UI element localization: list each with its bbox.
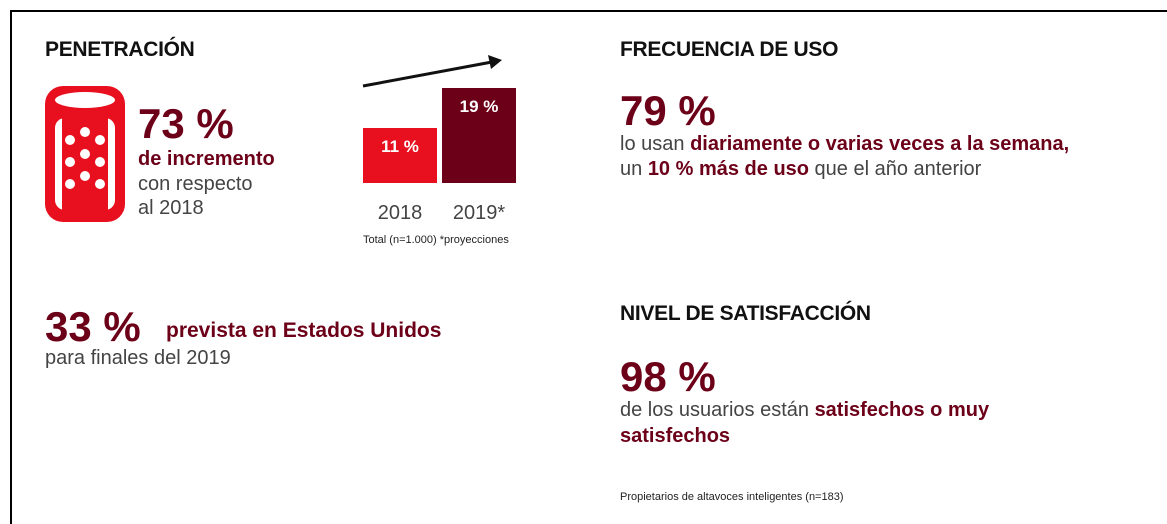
text-line: de los usuarios están satisfechos o muy — [620, 400, 989, 420]
big-value: 73 % — [138, 100, 234, 147]
section-title: NIVEL DE SATISFACCIÓN — [620, 302, 871, 325]
bar-value-label: 19 % — [460, 97, 499, 116]
text-line: lo usan diariamente o varias veces a la … — [620, 134, 1069, 154]
section-title: FRECUENCIA DE USO — [620, 38, 839, 61]
text: de los usuarios están — [620, 399, 815, 421]
text-line: de incremento — [138, 148, 275, 170]
text-bold: diariamente o varias veces a la semana, — [690, 133, 1070, 155]
footnote: Propietarios de altavoces inteligentes (… — [620, 491, 844, 503]
section-title: PENETRACIÓN — [45, 38, 195, 61]
text: un — [620, 158, 648, 180]
bar — [363, 128, 437, 183]
text-bold: satisfechos o muy — [814, 399, 990, 421]
text-line: para finales del 2019 — [45, 347, 231, 369]
bar — [442, 88, 516, 183]
text-line: satisfechos — [620, 425, 731, 447]
speaker-icon — [45, 86, 125, 222]
text-line: al 2018 — [138, 197, 204, 219]
x-tick-label: 2019* — [453, 202, 505, 224]
text-line: con respecto — [138, 173, 253, 195]
text-line: prevista en Estados Unidos — [166, 319, 442, 342]
bar-value-label: 11 % — [381, 137, 419, 156]
x-tick-label: 2018 — [378, 202, 423, 224]
big-value: 33 % — [45, 303, 141, 350]
text: que el año anterior — [809, 158, 982, 180]
chart-note: Total (n=1.000) *proyecciones — [363, 234, 509, 246]
big-value: 98 % — [620, 353, 716, 400]
text: lo usan — [620, 133, 691, 155]
big-value: 79 % — [620, 87, 716, 134]
trend-arrow — [362, 55, 502, 88]
text-line: un 10 % más de uso que el año anterior — [620, 159, 981, 179]
text-bold: 10 % más de uso — [647, 158, 809, 180]
